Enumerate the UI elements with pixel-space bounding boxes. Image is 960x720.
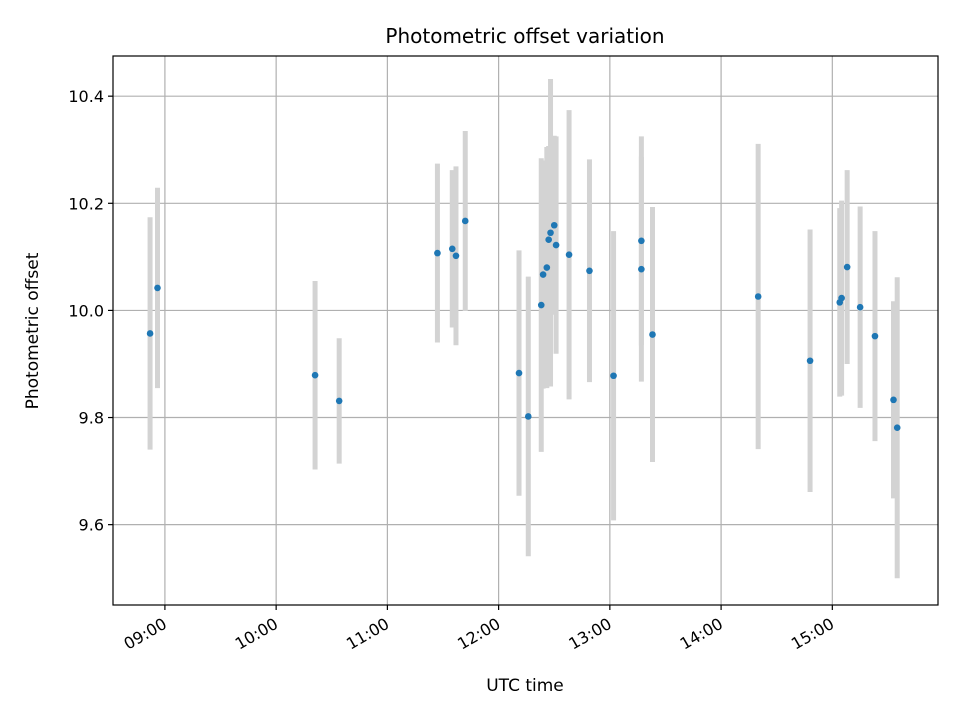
- data-point: [871, 332, 879, 340]
- data-point: [146, 330, 154, 337]
- data-point: [539, 271, 547, 278]
- data-point: [452, 252, 460, 260]
- data-point: [434, 249, 441, 257]
- data-point: [550, 221, 558, 229]
- y-tick-label: 10.4: [68, 87, 104, 106]
- data-point: [543, 264, 551, 271]
- y-tick-label: 9.8: [79, 409, 104, 428]
- y-axis-label: Photometric offset: [23, 252, 43, 409]
- data-point: [754, 293, 762, 300]
- data-point: [890, 396, 897, 404]
- data-point: [838, 294, 845, 302]
- data-point: [638, 237, 645, 245]
- data-point: [856, 303, 864, 311]
- data-point: [461, 217, 469, 225]
- y-tick-label: 9.6: [79, 516, 104, 535]
- data-point: [649, 331, 656, 338]
- data-point: [545, 236, 552, 244]
- data-point: [565, 251, 573, 259]
- data-point: [893, 424, 901, 432]
- chart-title: Photometric offset variation: [385, 24, 664, 48]
- data-point: [311, 371, 319, 379]
- data-point: [806, 357, 814, 365]
- data-point: [552, 241, 560, 249]
- data-point: [335, 397, 343, 405]
- data-point: [547, 229, 554, 237]
- data-point: [610, 372, 617, 380]
- data-point: [524, 413, 532, 420]
- data-point: [537, 301, 545, 309]
- x-axis-label: UTC time: [486, 676, 564, 696]
- data-point: [843, 263, 851, 271]
- data-point: [638, 265, 645, 273]
- data-point: [515, 369, 523, 377]
- y-tick-label: 10.2: [68, 194, 104, 213]
- data-point: [586, 267, 593, 275]
- data-point: [154, 284, 161, 292]
- data-point: [448, 245, 456, 253]
- plot-area-frame: [112, 55, 939, 606]
- y-tick-label: 10.0: [68, 301, 104, 320]
- data-points: [146, 217, 901, 432]
